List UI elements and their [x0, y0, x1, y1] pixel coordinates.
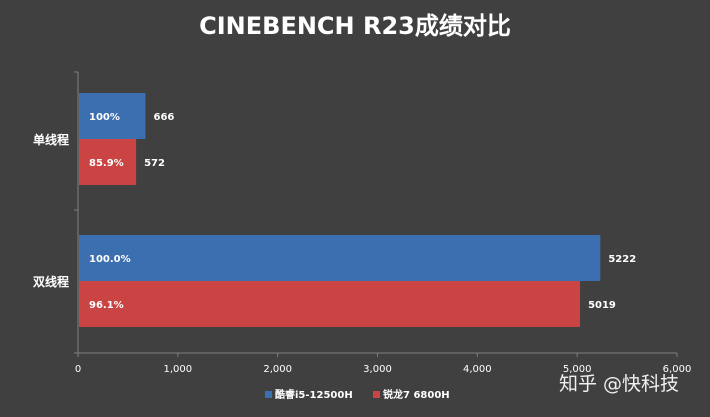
x-tick-label: 6,000 [663, 364, 692, 375]
bar-percent-label: 96.1% [89, 300, 124, 311]
bar-value-label: 666 [153, 112, 174, 123]
bar-percent-label: 85.9% [89, 158, 124, 169]
x-tick-label: 3,000 [363, 364, 392, 375]
legend-swatch [373, 391, 380, 398]
x-tick-label: 2,000 [263, 364, 292, 375]
watermark-text: 知乎 @快科技 [559, 373, 680, 395]
category-label: 单线程 [33, 132, 69, 147]
bar [79, 93, 146, 139]
bar [79, 281, 581, 327]
bar-value-label: 5222 [608, 254, 636, 265]
legend-swatch [265, 391, 272, 398]
legend-label: 锐龙7 6800H [383, 388, 450, 401]
bar-value-label: 5019 [588, 300, 616, 311]
x-tick-label: 4,000 [463, 364, 492, 375]
x-tick-label: 1,000 [164, 364, 193, 375]
x-tick-label: 0 [75, 364, 81, 375]
category-label: 双线程 [33, 274, 69, 289]
chart-title: CINEBENCH R23成绩对比 [199, 12, 511, 40]
bar [79, 139, 137, 185]
legend-label: 酷睿i5-12500H [275, 388, 353, 401]
bar-percent-label: 100% [89, 112, 120, 123]
x-tick-label: 5,000 [563, 364, 592, 375]
bar [79, 235, 601, 281]
bar-value-label: 572 [144, 158, 165, 169]
bar-percent-label: 100.0% [89, 254, 131, 265]
